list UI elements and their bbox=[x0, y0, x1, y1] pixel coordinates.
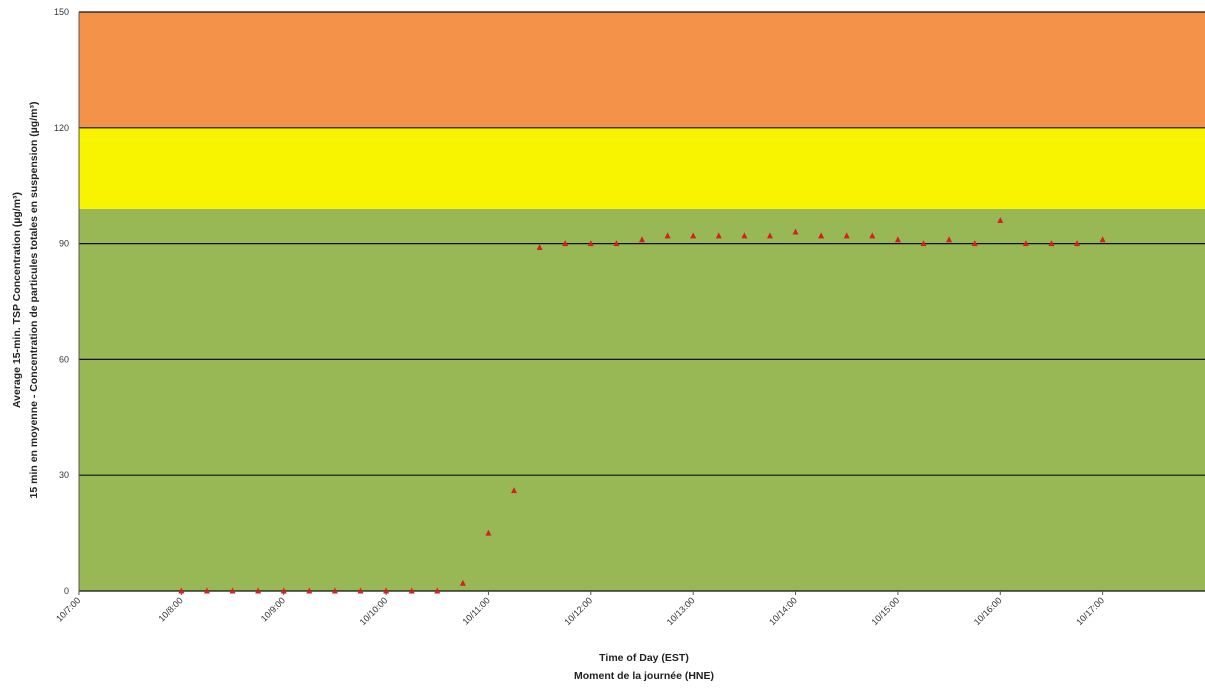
data-point-0-7 bbox=[357, 587, 364, 594]
data-point-0-17 bbox=[613, 240, 620, 247]
y-tick-120: 120 bbox=[54, 123, 69, 133]
data-point-0-24 bbox=[792, 228, 799, 235]
band-2 bbox=[79, 12, 1205, 128]
y-tick-labels: 0 30 60 90 120 150 bbox=[54, 7, 69, 596]
y-axis-label-line1: Average 15-min. TSP Concentration (µg/m³… bbox=[11, 192, 23, 408]
y-tick-30: 30 bbox=[59, 470, 69, 480]
data-point-0-34 bbox=[1048, 240, 1055, 247]
data-point-0-18 bbox=[639, 236, 645, 243]
data-point-0-11 bbox=[459, 579, 466, 586]
x-tick-labels: 10/7:00 10/8:00 10/9:00 10/10:00 10/11:00 10/… bbox=[54, 591, 1106, 627]
data-point-0-1 bbox=[203, 587, 210, 594]
data-point-0-13 bbox=[511, 487, 518, 494]
data-point-0-22 bbox=[741, 232, 748, 239]
x-tick-14: 10/14:00 bbox=[767, 595, 799, 627]
y-tick-150: 150 bbox=[54, 7, 69, 17]
data-point-0-26 bbox=[843, 232, 850, 239]
data-point-0-3 bbox=[255, 587, 262, 594]
x-tick-7: 10/7:00 bbox=[54, 595, 82, 623]
band-0 bbox=[79, 208, 1205, 592]
data-point-0-5 bbox=[306, 587, 313, 594]
x-axis-label-line1: Time of Day (EST) bbox=[599, 652, 689, 664]
y-gridlines bbox=[78, 11, 1205, 592]
y-tick-60: 60 bbox=[59, 354, 69, 364]
data-point-0-0 bbox=[178, 587, 185, 594]
data-point-0-31 bbox=[971, 240, 978, 247]
x-axis-label-line2: Moment de la journée (HNE) bbox=[574, 670, 714, 682]
data-point-0-33 bbox=[1022, 240, 1029, 247]
y-axis-label-line2: 15 min en moyenne - Concentration de par… bbox=[28, 102, 40, 499]
data-point-0-29 bbox=[920, 240, 927, 247]
x-tick-15: 10/15:00 bbox=[869, 595, 901, 627]
data-point-0-12 bbox=[485, 529, 492, 536]
data-point-0-30 bbox=[946, 236, 953, 243]
data-point-0-10 bbox=[434, 587, 441, 594]
x-tick-11: 10/11:00 bbox=[460, 595, 491, 626]
data-point-0-20 bbox=[690, 232, 697, 239]
data-point-0-4 bbox=[280, 587, 287, 594]
data-point-0-2 bbox=[229, 587, 236, 594]
x-tick-13: 10/13:00 bbox=[665, 595, 697, 627]
data-point-0-27 bbox=[869, 232, 876, 239]
x-tick-9: 10/9:00 bbox=[259, 595, 287, 623]
x-tick-12: 10/12:00 bbox=[562, 595, 594, 627]
data-point-0-36 bbox=[1099, 236, 1106, 243]
data-point-0-15 bbox=[562, 240, 569, 247]
y-tick-0: 0 bbox=[64, 586, 69, 596]
data-point-0-8 bbox=[383, 587, 390, 594]
data-points bbox=[178, 216, 1106, 594]
data-point-0-6 bbox=[331, 587, 338, 594]
data-point-0-14 bbox=[536, 243, 543, 250]
y-tick-90: 90 bbox=[59, 239, 69, 249]
air-quality-bands bbox=[79, 12, 1205, 592]
data-point-0-35 bbox=[1074, 240, 1081, 247]
data-point-0-23 bbox=[766, 232, 773, 239]
data-point-0-32 bbox=[997, 216, 1004, 223]
x-tick-8: 10/8:00 bbox=[156, 595, 184, 623]
data-point-0-25 bbox=[818, 232, 825, 239]
x-tick-16: 10/16:00 bbox=[972, 595, 1004, 627]
data-point-0-9 bbox=[408, 587, 415, 594]
data-point-0-16 bbox=[587, 240, 594, 247]
data-point-0-19 bbox=[664, 232, 671, 239]
band-1 bbox=[79, 127, 1205, 209]
data-point-0-21 bbox=[715, 232, 722, 239]
data-point-0-28 bbox=[894, 236, 901, 243]
x-tick-10: 10/10:00 bbox=[358, 595, 390, 627]
x-tick-17: 10/17:00 bbox=[1074, 595, 1106, 627]
